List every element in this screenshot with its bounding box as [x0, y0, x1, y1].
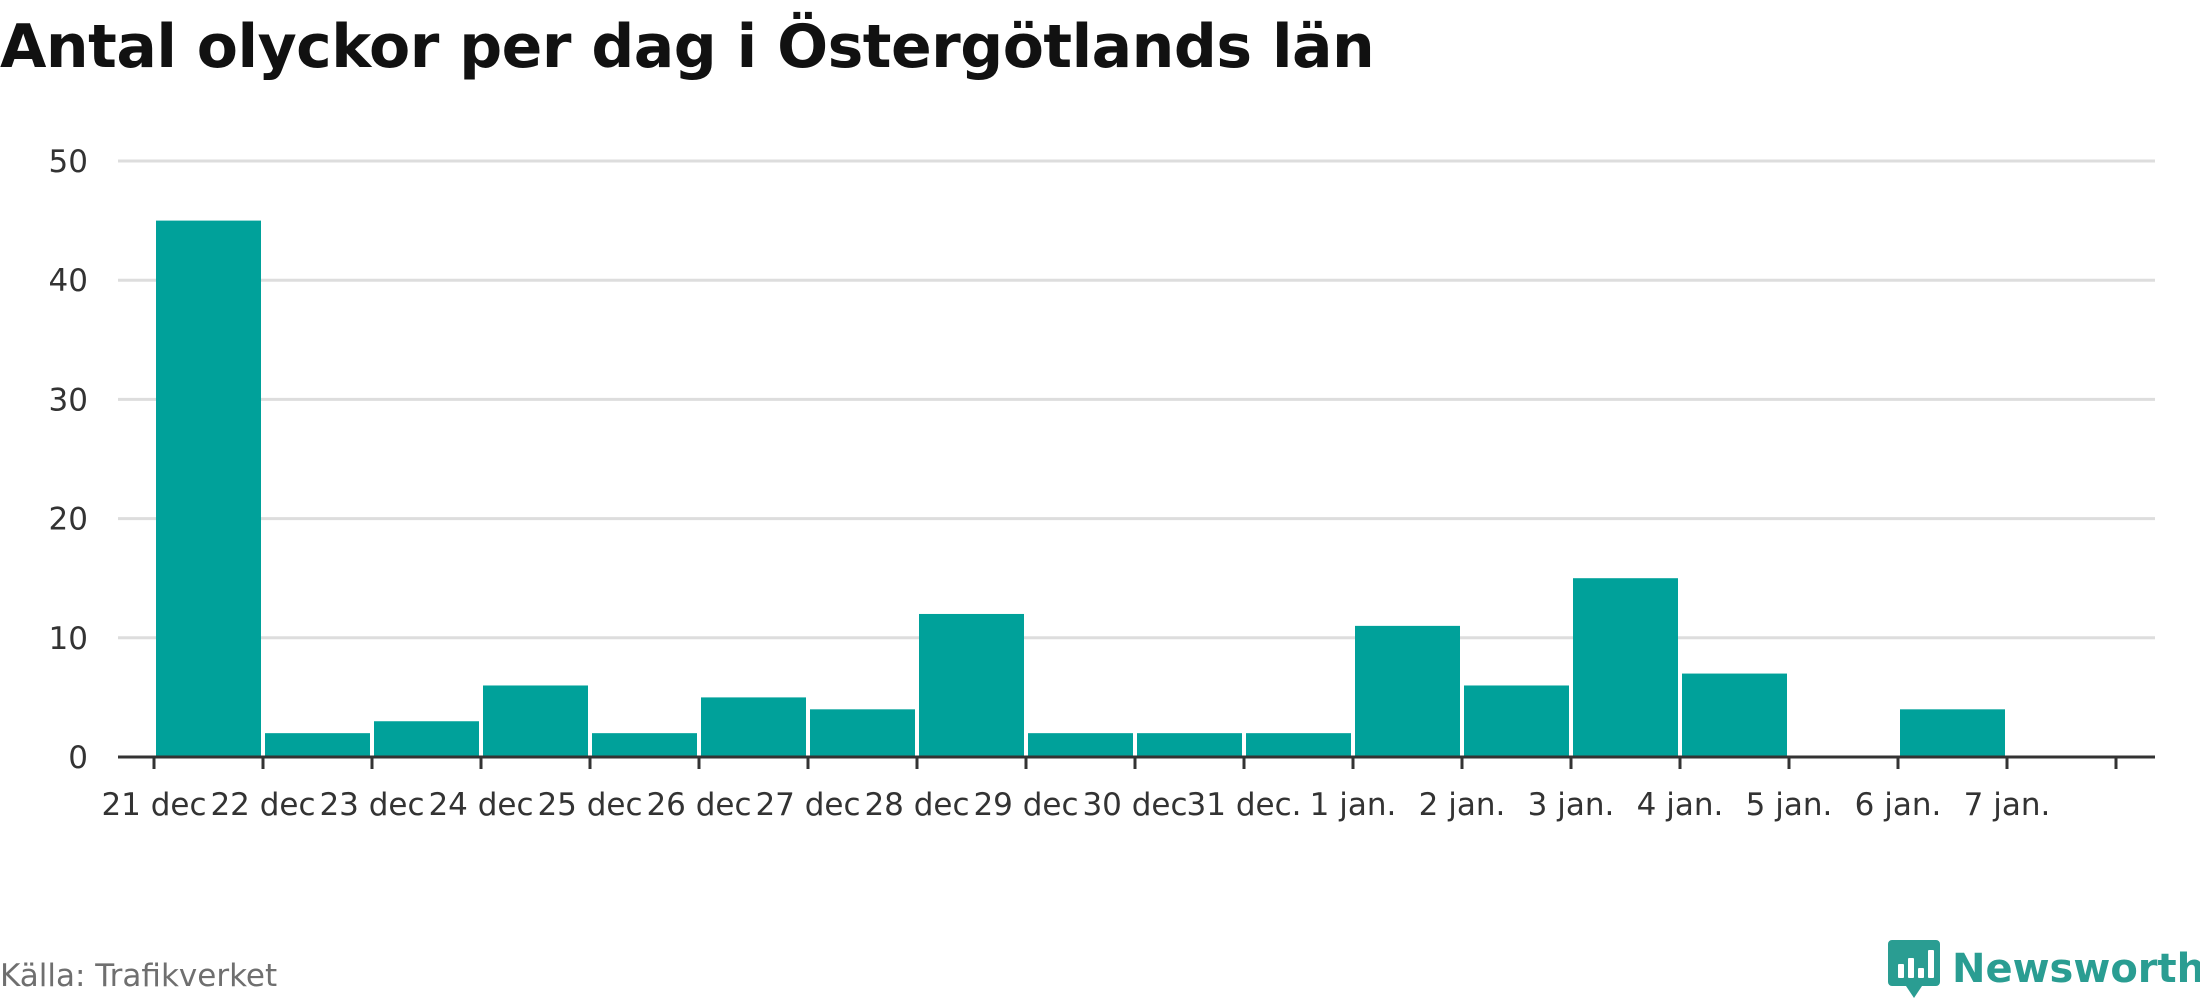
bar: [1028, 733, 1133, 757]
bar: [374, 721, 479, 757]
x-tick-label: 22 dec: [210, 787, 315, 823]
y-tick-label: 10: [49, 621, 88, 657]
bar: [1137, 733, 1242, 757]
x-tick-label: 21 dec: [101, 787, 206, 823]
bar: [483, 685, 588, 757]
x-tick-label: 29 dec: [973, 787, 1078, 823]
bar: [1573, 578, 1678, 757]
x-tick-label: 27 dec: [755, 787, 860, 823]
bar: [265, 733, 370, 757]
x-tick-label: 23 dec: [319, 787, 424, 823]
x-axis-ticks: 21 dec 22 dec 23 dec 24 dec 25 dec 26 dec 27 d…: [101, 787, 2050, 823]
x-tick-label: 5 jan.: [1746, 787, 1833, 823]
bars: [156, 220, 2005, 758]
y-tick-label: 20: [49, 502, 88, 538]
brand-logo: Newsworthy: [1888, 938, 2200, 1000]
bar: [1355, 625, 1460, 757]
y-tick-label: 0: [68, 740, 88, 776]
y-tick-label: 30: [49, 382, 88, 418]
x-tick-label: 2 jan.: [1419, 787, 1506, 823]
newsworthy-logo-icon: [1888, 940, 1940, 998]
x-tick-label: 28 dec: [864, 787, 969, 823]
y-tick-label: 50: [49, 144, 88, 180]
bar: [156, 220, 261, 758]
bar: [1246, 733, 1351, 757]
bar: [810, 709, 915, 757]
x-tick-label: 24 dec: [428, 787, 533, 823]
bar: [1464, 685, 1569, 757]
brand-name: Newsworthy: [1952, 946, 2200, 992]
x-tick-label: 7 jan.: [1964, 787, 2051, 823]
bar: [1682, 673, 1787, 757]
x-tick-label: 30 dec: [1082, 787, 1187, 823]
x-tick-label: 4 jan.: [1637, 787, 1724, 823]
y-axis-ticks: 0 10 20 30 40 50: [49, 144, 88, 776]
bar: [919, 613, 1024, 757]
x-tick-label: 1 jan.: [1310, 787, 1397, 823]
chart-title: Antal olyckor per dag i Östergötlands lä…: [0, 12, 1375, 82]
gridlines: [118, 159, 2155, 640]
bar: [1900, 709, 2005, 757]
x-axis: [118, 755, 2155, 769]
x-tick-label: 31 dec.: [1187, 787, 1302, 823]
x-tick-label: 6 jan.: [1855, 787, 1942, 823]
source-note: Källa: Trafikverket: [0, 958, 278, 994]
bar: [592, 733, 697, 757]
x-tick-label: 3 jan.: [1528, 787, 1615, 823]
x-tick-label: 26 dec: [646, 787, 751, 823]
bar: [701, 697, 806, 757]
y-tick-label: 40: [49, 263, 88, 299]
x-tick-label: 25 dec: [537, 787, 642, 823]
